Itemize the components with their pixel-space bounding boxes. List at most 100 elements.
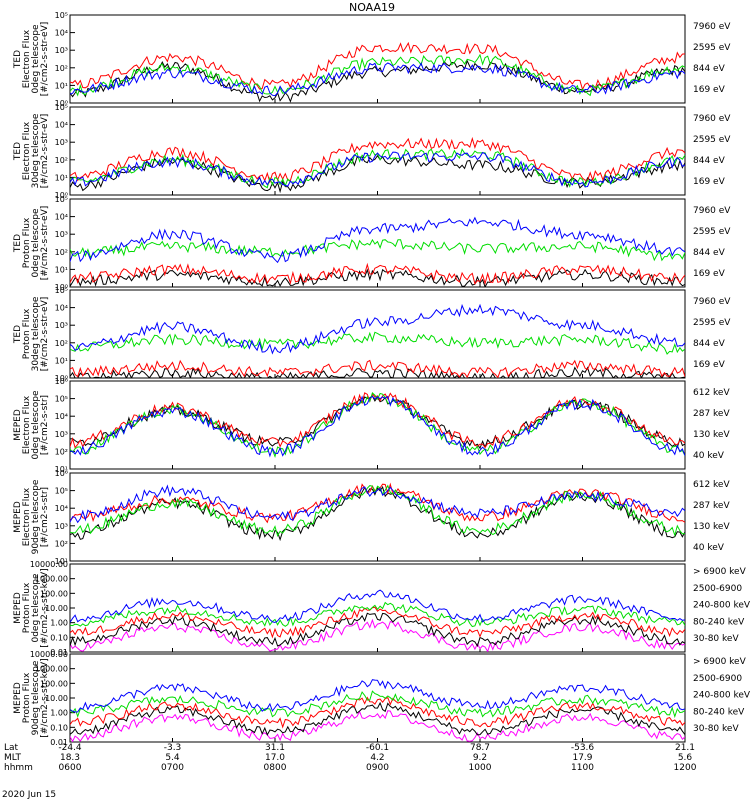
panel-7: 0.01 0.10 1.00 10.00 100.00 1000.00 10000.00 ME… bbox=[13, 560, 750, 657]
legend-entry: 169 eV bbox=[693, 269, 726, 279]
legend-entry: 169 eV bbox=[693, 85, 726, 95]
legend-entry: 287 keV bbox=[693, 409, 730, 419]
legend-entry: > 6900 keV bbox=[693, 657, 747, 667]
y-tick-label: 10⁵ bbox=[55, 103, 68, 112]
y-axis-label-line: 30deg telescope bbox=[31, 113, 41, 188]
legend-entry: 80-240 keV bbox=[693, 707, 745, 717]
series-line bbox=[70, 41, 685, 91]
panel-2: 10⁰ 10¹ 10² 10³ 10⁴ 10⁵ TED Electron Flux 30deg … bbox=[13, 103, 731, 200]
y-tick-label: 10² bbox=[55, 539, 68, 548]
y-axis-label-line: [#/cm2-s-str-keV] bbox=[40, 568, 50, 647]
y-axis-label-line: TED bbox=[13, 234, 23, 253]
legend-entry: 30-80 keV bbox=[693, 724, 739, 734]
y-tick-label: 10³ bbox=[55, 522, 68, 531]
series-line bbox=[70, 366, 685, 378]
legend-entry: 169 eV bbox=[693, 360, 726, 370]
series-line bbox=[70, 696, 685, 729]
legend-entry: 844 eV bbox=[693, 339, 726, 349]
series-line bbox=[70, 154, 685, 194]
y-tick-label: 0.01 bbox=[50, 648, 68, 657]
series-line bbox=[70, 53, 685, 97]
series-line bbox=[70, 331, 685, 355]
y-tick-label: 10⁵ bbox=[55, 11, 68, 20]
x-row-value: 0700 bbox=[161, 763, 184, 773]
legend-entry: 7960 eV bbox=[693, 22, 731, 32]
y-tick-label: 100.00 bbox=[40, 589, 68, 598]
x-row-value: -3.3 bbox=[164, 743, 182, 753]
y-axis-label-line: 0deg telescope bbox=[31, 573, 41, 643]
y-axis-label-line: Proton Flux bbox=[22, 582, 32, 633]
y-tick-label: 10¹ bbox=[55, 465, 68, 474]
y-tick-label: 10⁶ bbox=[55, 377, 68, 386]
y-axis-label-line: 30deg telescope bbox=[31, 296, 41, 371]
legend-entry: 2500-6900 bbox=[693, 584, 742, 594]
plot-frame bbox=[69, 380, 686, 470]
y-axis-label-line: Electron Flux bbox=[22, 395, 32, 454]
series-line bbox=[70, 136, 685, 184]
y-tick-label: 10⁰ bbox=[55, 374, 68, 383]
y-tick-label: 10¹ bbox=[55, 356, 68, 365]
legend-entry: 844 eV bbox=[693, 64, 726, 74]
y-tick-label: 0.10 bbox=[50, 633, 68, 642]
x-row-value: 0900 bbox=[366, 763, 389, 773]
legend-entry: 287 keV bbox=[693, 501, 730, 511]
y-tick-label: 10⁴ bbox=[55, 121, 68, 130]
legend-entry: 2595 eV bbox=[693, 318, 731, 328]
panel-6: 10¹ 10² 10³ 10⁴ 10⁵ 10⁶ MEPED Electron Flux 90de… bbox=[13, 469, 730, 566]
series-line bbox=[70, 618, 685, 652]
x-row-value: -60.1 bbox=[366, 743, 389, 753]
y-tick-label: 10⁰ bbox=[55, 191, 68, 200]
y-tick-label: 10⁴ bbox=[55, 29, 68, 38]
y-tick-label: 10¹ bbox=[55, 173, 68, 182]
legend-entry: 7960 eV bbox=[693, 206, 731, 216]
x-row-value: 9.2 bbox=[473, 753, 487, 763]
y-axis-label-line: 0deg telescope bbox=[31, 24, 41, 94]
series-line bbox=[70, 391, 685, 458]
x-row-value: 1200 bbox=[674, 763, 697, 773]
y-axis-label-line: [#/cm2-s-str] bbox=[40, 395, 50, 455]
series-group bbox=[70, 589, 685, 652]
legend-entry: 130 keV bbox=[693, 522, 730, 532]
y-axis-label-line: MEPED bbox=[13, 501, 23, 533]
y-axis-label-line: [#/cm2-s-str] bbox=[40, 487, 50, 547]
panel-4: 10⁰ 10¹ 10² 10³ 10⁴ 10⁵ TED Proton Flux 30deg te… bbox=[13, 286, 731, 383]
y-axis-label-line: Electron Flux bbox=[22, 487, 32, 546]
series-line bbox=[70, 395, 685, 458]
y-axis-label-line: 90deg telescope bbox=[31, 660, 41, 735]
y-axis-label-line: [#/cm2-s-str-eV] bbox=[40, 22, 50, 97]
x-row-value: 4.2 bbox=[370, 753, 384, 763]
legend-entry: 844 eV bbox=[693, 156, 726, 166]
y-tick-label: 10⁵ bbox=[55, 395, 68, 404]
y-axis-label-line: [#/cm2-s-str-eV] bbox=[40, 206, 50, 281]
series-line bbox=[70, 216, 685, 264]
y-axis-label-line: 0deg telescope bbox=[31, 208, 41, 278]
y-tick-label: 10000.00 bbox=[30, 560, 68, 569]
series-line bbox=[70, 601, 685, 628]
x-axis-labels: Lat -24.4 -3.3 31.1 -60.1 78.7 -53.6 21.1 MLT 18.… bbox=[4, 743, 697, 773]
plot-frame bbox=[69, 289, 686, 379]
series-line bbox=[70, 62, 685, 97]
legend-entry: 612 keV bbox=[693, 388, 730, 398]
y-tick-label: 10¹ bbox=[55, 557, 68, 566]
x-row-value: -53.6 bbox=[571, 743, 595, 753]
legend-entry: 612 keV bbox=[693, 480, 730, 490]
y-tick-label: 10⁰ bbox=[55, 99, 68, 108]
y-tick-label: 10.00 bbox=[45, 604, 68, 613]
series-line bbox=[70, 710, 685, 742]
y-axis-label-line: MEPED bbox=[13, 592, 23, 624]
legend-entry: > 6900 keV bbox=[693, 567, 747, 577]
y-tick-label: 10³ bbox=[55, 230, 68, 239]
series-line bbox=[70, 303, 685, 355]
y-axis-label-line: Proton Flux bbox=[22, 672, 32, 723]
y-tick-label: 10¹ bbox=[55, 265, 68, 274]
series-line bbox=[70, 690, 685, 719]
y-tick-label: 10² bbox=[55, 339, 68, 348]
series-line bbox=[70, 606, 685, 639]
series-line bbox=[70, 151, 685, 188]
legend-entry: 169 eV bbox=[693, 177, 726, 187]
series-line bbox=[70, 679, 685, 713]
y-tick-label: 10³ bbox=[55, 138, 68, 147]
y-tick-label: 1000.00 bbox=[35, 575, 68, 584]
legend-entry: 7960 eV bbox=[693, 297, 731, 307]
y-tick-label: 0.10 bbox=[50, 723, 68, 732]
